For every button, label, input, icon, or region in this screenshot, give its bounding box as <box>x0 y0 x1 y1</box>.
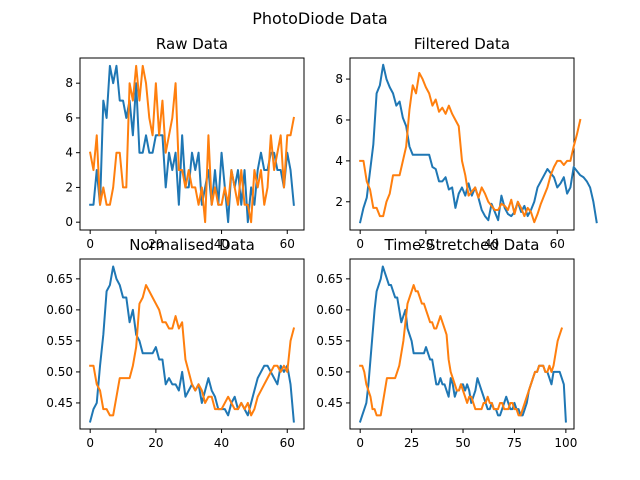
y-tick-label: 0.50 <box>46 365 73 379</box>
subplot-title: Time Stretched Data <box>384 236 540 254</box>
y-tick-label: 0.60 <box>46 303 73 317</box>
y-tick-label: 0.65 <box>316 272 343 286</box>
subplot-3: 0 20 40 60 0.45 0.50 0.55 0.60 0.65 Normalised Da… <box>46 236 305 450</box>
x-tick-label: 60 <box>280 436 295 450</box>
y-tick-label: 0.45 <box>316 396 343 410</box>
x-tick-label: 100 <box>554 436 577 450</box>
subplot-title: Filtered Data <box>414 35 510 53</box>
x-tick-label: 40 <box>214 237 229 251</box>
x-tick-label: 25 <box>404 436 419 450</box>
y-tick-label: 0.45 <box>46 396 73 410</box>
y-tick-label: 0 <box>65 215 73 229</box>
figure-suptitle: PhotoDiode Data <box>252 9 387 28</box>
subplot-title: Raw Data <box>156 35 228 53</box>
y-tick-label: 2 <box>335 195 343 209</box>
y-tick-label: 0.60 <box>316 303 343 317</box>
x-tick-label: 50 <box>455 436 470 450</box>
y-tick-label: 2 <box>65 180 73 194</box>
series-line-1 <box>89 64 295 224</box>
x-tick-label: 20 <box>148 237 163 251</box>
x-tick-label: 60 <box>280 237 295 251</box>
x-tick-label: 40 <box>214 436 229 450</box>
y-tick-label: 0.55 <box>46 334 73 348</box>
x-tick-label: 0 <box>356 237 364 251</box>
subplot-2: 0 20 40 60 2 4 6 8 Filtered Data <box>335 35 598 251</box>
y-tick-label: 0.55 <box>316 334 343 348</box>
y-tick-label: 0.65 <box>46 272 73 286</box>
subplot-title: Normalised Data <box>129 236 255 254</box>
x-tick-label: 20 <box>418 237 433 251</box>
axes-frame <box>349 258 575 430</box>
x-tick-label: 20 <box>148 436 163 450</box>
axes-frame <box>79 57 305 231</box>
y-tick-label: 0.50 <box>316 365 343 379</box>
series-line-2 <box>359 284 564 417</box>
y-tick-label: 6 <box>65 111 73 125</box>
subplot-1: 0 20 40 60 0 2 4 6 8 Raw Data <box>65 35 305 251</box>
y-tick-label: 4 <box>65 146 73 160</box>
y-tick-label: 8 <box>65 76 73 90</box>
x-tick-label: 0 <box>356 436 364 450</box>
x-tick-label: 0 <box>86 237 94 251</box>
y-tick-label: 6 <box>335 113 343 127</box>
axes-frame <box>79 258 305 430</box>
subplots: 0 20 40 60 0 2 4 6 8 Raw Data 0 20 40 60 2 4 6 8 Filtered … <box>46 35 598 450</box>
y-tick-label: 4 <box>335 154 343 168</box>
x-tick-label: 60 <box>550 237 565 251</box>
x-tick-label: 75 <box>507 436 522 450</box>
subplot-4: 0 25 50 75 100 0.45 0.50 0.55 0.60 0.65 Time Stret… <box>316 236 577 450</box>
series-line-2 <box>89 284 296 417</box>
series-line-2 <box>89 64 295 224</box>
x-tick-label: 0 <box>86 436 94 450</box>
y-tick-label: 8 <box>335 72 343 86</box>
series-line-2 <box>359 71 582 224</box>
x-tick-label: 40 <box>484 237 499 251</box>
